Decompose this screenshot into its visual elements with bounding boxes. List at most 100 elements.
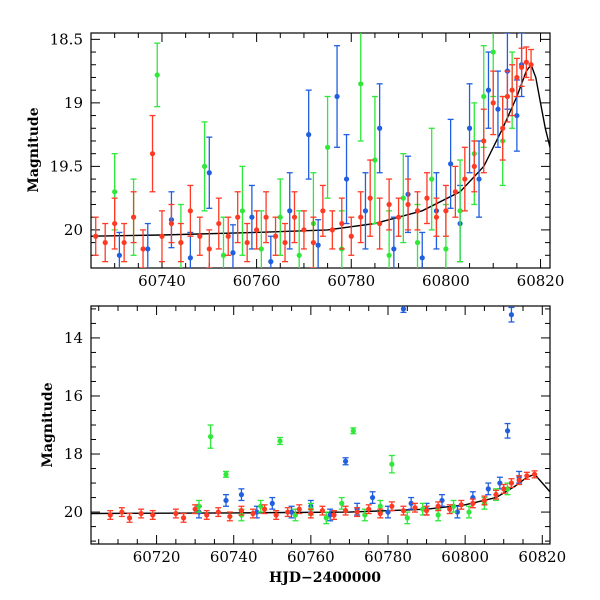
top-data-point [291,214,298,220]
top-y-tick-label: 19 [64,94,83,112]
bottom-x-tick-label: 60800 [441,548,489,566]
top-data-point [272,233,279,239]
top-data-point [220,252,227,258]
bottom-data-point [339,500,345,506]
top-data-point [514,74,520,81]
top-data-point [443,208,449,214]
top-data-point [296,252,302,258]
bottom-data-point [207,434,214,440]
bottom-data-point [447,506,453,512]
top-data-point [414,239,421,246]
top-data-point [490,49,496,55]
top-data-point [343,176,350,182]
bottom-data-point [192,506,198,512]
bottom-data-point [493,492,499,498]
bottom-data-point [470,500,476,506]
bottom-data-point [508,480,515,486]
top-axis-ticks: 60740 60760 60780 60800 60820 18.5 19 19.5 20 [50,30,565,290]
bottom-data-point [354,509,360,515]
bottom-data-point [485,486,491,492]
top-data-point [367,195,373,201]
bottom-data-point [389,461,395,467]
bottom-y-tick-label: 18 [64,445,83,463]
bottom-data-point [327,512,333,518]
top-data-point [514,112,520,119]
top-data-point [268,259,274,265]
bottom-data-point [173,510,179,517]
bottom-data-point [458,502,464,508]
top-data-point [244,239,250,246]
top-data-point [471,163,477,169]
bottom-data-point [138,510,144,517]
bottom-data-point [223,497,229,504]
top-data-point [287,208,293,214]
bottom-data-point [508,312,515,318]
bottom-data-point [501,486,507,492]
top-data-point [500,125,506,131]
top-data-point [112,189,118,195]
bottom-x-tick-label: 60720 [133,548,181,566]
bottom-series-2 [107,470,538,523]
top-data-point [187,208,193,214]
bottom-data-point [288,509,295,515]
top-data-point [121,239,127,246]
bottom-data-point [204,512,210,518]
bottom-x-tick-label: 60760 [287,548,335,566]
top-panel: 60740 60760 60780 60800 60820 18.5 19 19.5 20 Ma… [26,30,565,290]
bottom-data-point [119,509,125,515]
top-data-point [414,208,421,214]
top-data-point [249,214,255,220]
top-x-tick-label: 60760 [233,272,281,290]
top-data-point [452,189,458,195]
top-data-point [102,239,108,246]
top-data-point [509,87,515,93]
top-data-point [476,176,482,182]
top-data-point [490,100,496,106]
top-data-point [258,246,264,252]
bottom-data-point [319,508,326,514]
top-data-point [362,208,369,214]
top-series-2 [92,46,535,268]
bottom-data-point [261,506,268,512]
top-data-point [485,87,492,93]
top-series-0 [116,33,525,268]
bottom-data-point [412,505,418,511]
bottom-data-point [227,513,233,520]
top-data-point [306,132,312,138]
bottom-y-axis-label: Magnitude [40,382,56,467]
bottom-data-point [250,510,256,517]
top-data-point [154,72,160,78]
bottom-axis-ticks: 60720 60740 60760 60780 60800 60820 14 16 18 20 [64,306,566,566]
bottom-data-point [323,515,329,521]
bottom-model-line [91,473,550,515]
bottom-x-tick-label: 60740 [210,548,258,566]
top-data-point [386,201,392,208]
top-plot-frame [90,32,551,269]
bottom-data-point [308,510,314,517]
bottom-data-point [107,512,113,518]
bottom-model-curve [91,473,550,515]
top-data-point [391,246,397,252]
top-data-point [282,239,288,246]
top-data-point [206,170,212,176]
top-data-point [358,214,364,220]
bottom-data-point [269,500,275,506]
top-data-point [310,239,317,246]
bottom-data-point [504,428,511,434]
bottom-y-tick-label: 16 [64,387,83,405]
bottom-data-point [454,509,461,515]
top-data-point [301,227,307,233]
bottom-data-point [331,512,337,518]
top-data-point [377,125,383,131]
top-data-point [159,233,165,239]
top-data-point [358,81,364,87]
bottom-data-point [423,508,430,514]
bottom-data-point [285,509,291,515]
bottom-data-points [107,306,538,525]
top-data-point [419,255,425,261]
bottom-data-point [215,509,221,515]
top-data-point [443,246,449,252]
bottom-data-point [223,471,229,477]
top-data-point [405,201,411,208]
